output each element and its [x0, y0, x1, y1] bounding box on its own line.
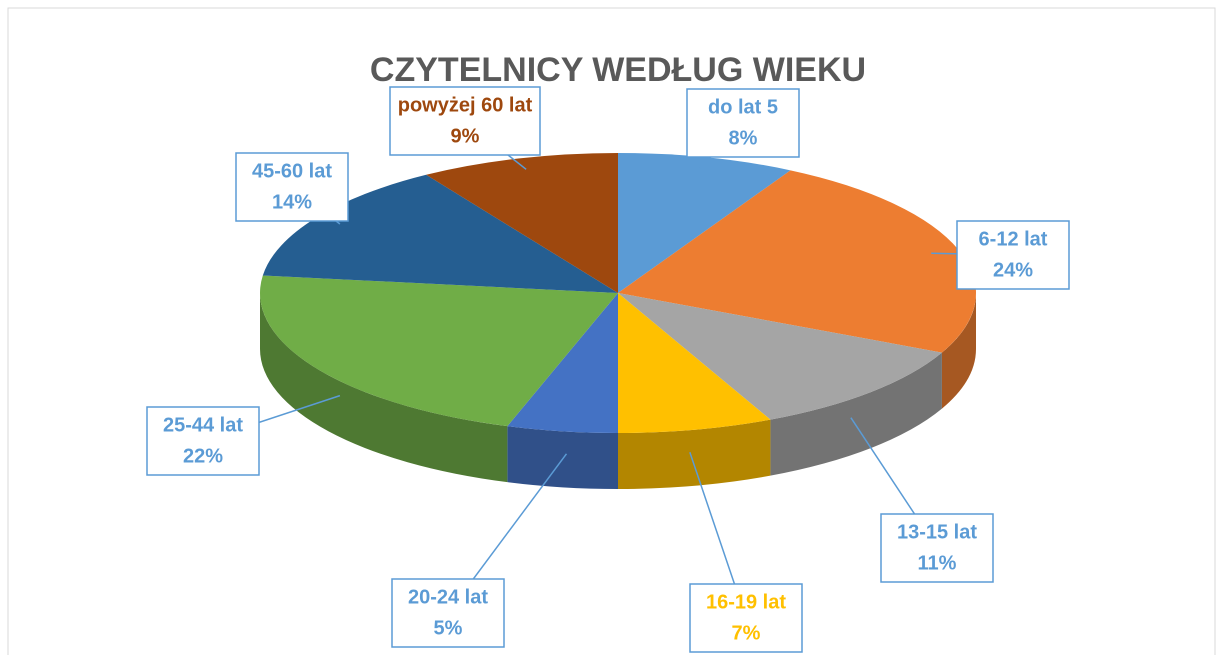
data-label-value: 11% [918, 552, 957, 574]
data-label-name: 6-12 lat [979, 228, 1048, 250]
slice [618, 153, 791, 293]
data-label-value: 9% [451, 125, 480, 147]
slice-side [618, 419, 771, 489]
data-label-name: 16-19 lat [706, 591, 786, 613]
slice [618, 293, 771, 433]
data-label-name: 25-44 lat [163, 414, 243, 436]
slice-side [507, 426, 618, 489]
slice [426, 153, 618, 293]
label-box [146, 406, 260, 476]
label-box [956, 220, 1070, 290]
data-label-name: do lat 5 [708, 96, 778, 118]
slice-side [941, 293, 976, 409]
slice-side [260, 293, 508, 483]
data-label-value: 14% [272, 191, 312, 213]
label-box [389, 86, 541, 156]
data-label-value: 8% [729, 127, 758, 149]
label-box [391, 578, 505, 648]
slice [262, 174, 618, 293]
chart-title: CZYTELNICY WEDŁUG WIEKU [370, 51, 866, 89]
data-label-name: 20-24 lat [408, 586, 488, 608]
slice [618, 170, 977, 353]
label-box [235, 152, 349, 222]
slice [507, 293, 618, 433]
label-box [686, 88, 800, 158]
data-label-name: powyżej 60 lat [398, 94, 533, 116]
data-label-name: 45-60 lat [252, 160, 332, 182]
slice [260, 275, 618, 427]
data-label-value: 24% [993, 259, 1033, 281]
label-box [689, 583, 803, 653]
slice-side [770, 352, 942, 476]
data-label-value: 5% [434, 617, 463, 639]
slice [618, 293, 942, 420]
data-label-name: 13-15 lat [897, 521, 977, 543]
label-box [880, 513, 994, 583]
data-label-value: 7% [732, 622, 761, 644]
data-label-value: 22% [183, 445, 223, 467]
